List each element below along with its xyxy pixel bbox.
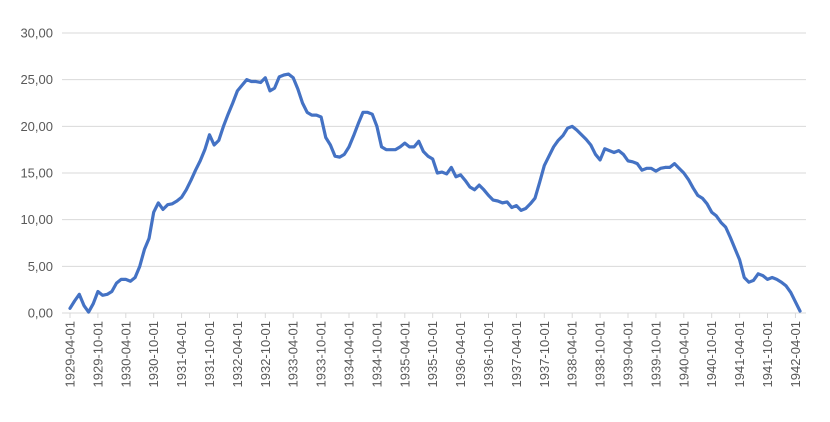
data-line [68,72,802,314]
x-tick-label: 1941-04-01 [732,321,747,388]
x-tick-label: 1937-10-01 [537,321,552,388]
y-tick-label: 30,00 [20,26,53,41]
x-tick-label: 1932-10-01 [258,321,273,388]
x-tick-label: 1929-04-01 [63,321,78,388]
x-tick-label: 1939-10-01 [648,321,663,388]
x-tick-label: 1930-04-01 [118,321,133,388]
x-tick-label: 1939-04-01 [621,321,636,388]
x-tick-label: 1934-04-01 [342,321,357,388]
x-tick-label: 1941-10-01 [760,321,775,388]
x-tick-label: 1936-04-01 [453,321,468,388]
y-tick-label: 5,00 [28,259,53,274]
x-tick-label: 1929-10-01 [90,321,105,388]
x-tick-label: 1931-10-01 [202,321,217,388]
y-tick-label: 0,00 [28,306,53,321]
x-tick-label: 1940-04-01 [676,321,691,388]
x-tick-label: 1935-10-01 [425,321,440,388]
y-tick-label: 10,00 [20,212,53,227]
x-tick-label: 1938-10-01 [593,321,608,388]
x-tick-label: 1937-04-01 [509,321,524,388]
x-tick-label: 1932-04-01 [230,321,245,388]
x-tick-label: 1936-10-01 [481,321,496,388]
x-tick-label: 1931-04-01 [174,321,189,388]
x-tick-label: 1934-10-01 [369,321,384,388]
y-tick-label: 15,00 [20,166,53,181]
x-tick-label: 1935-04-01 [397,321,412,388]
x-tick-label: 1942-04-01 [788,321,803,388]
x-tick-label: 1938-04-01 [565,321,580,388]
x-tick-label: 1933-04-01 [286,321,301,388]
x-tick-label: 1930-10-01 [146,321,161,388]
y-tick-label: 25,00 [20,72,53,87]
x-tick-label: 1940-10-01 [704,321,719,388]
y-tick-label: 20,00 [20,119,53,134]
x-tick-label: 1933-10-01 [314,321,329,388]
